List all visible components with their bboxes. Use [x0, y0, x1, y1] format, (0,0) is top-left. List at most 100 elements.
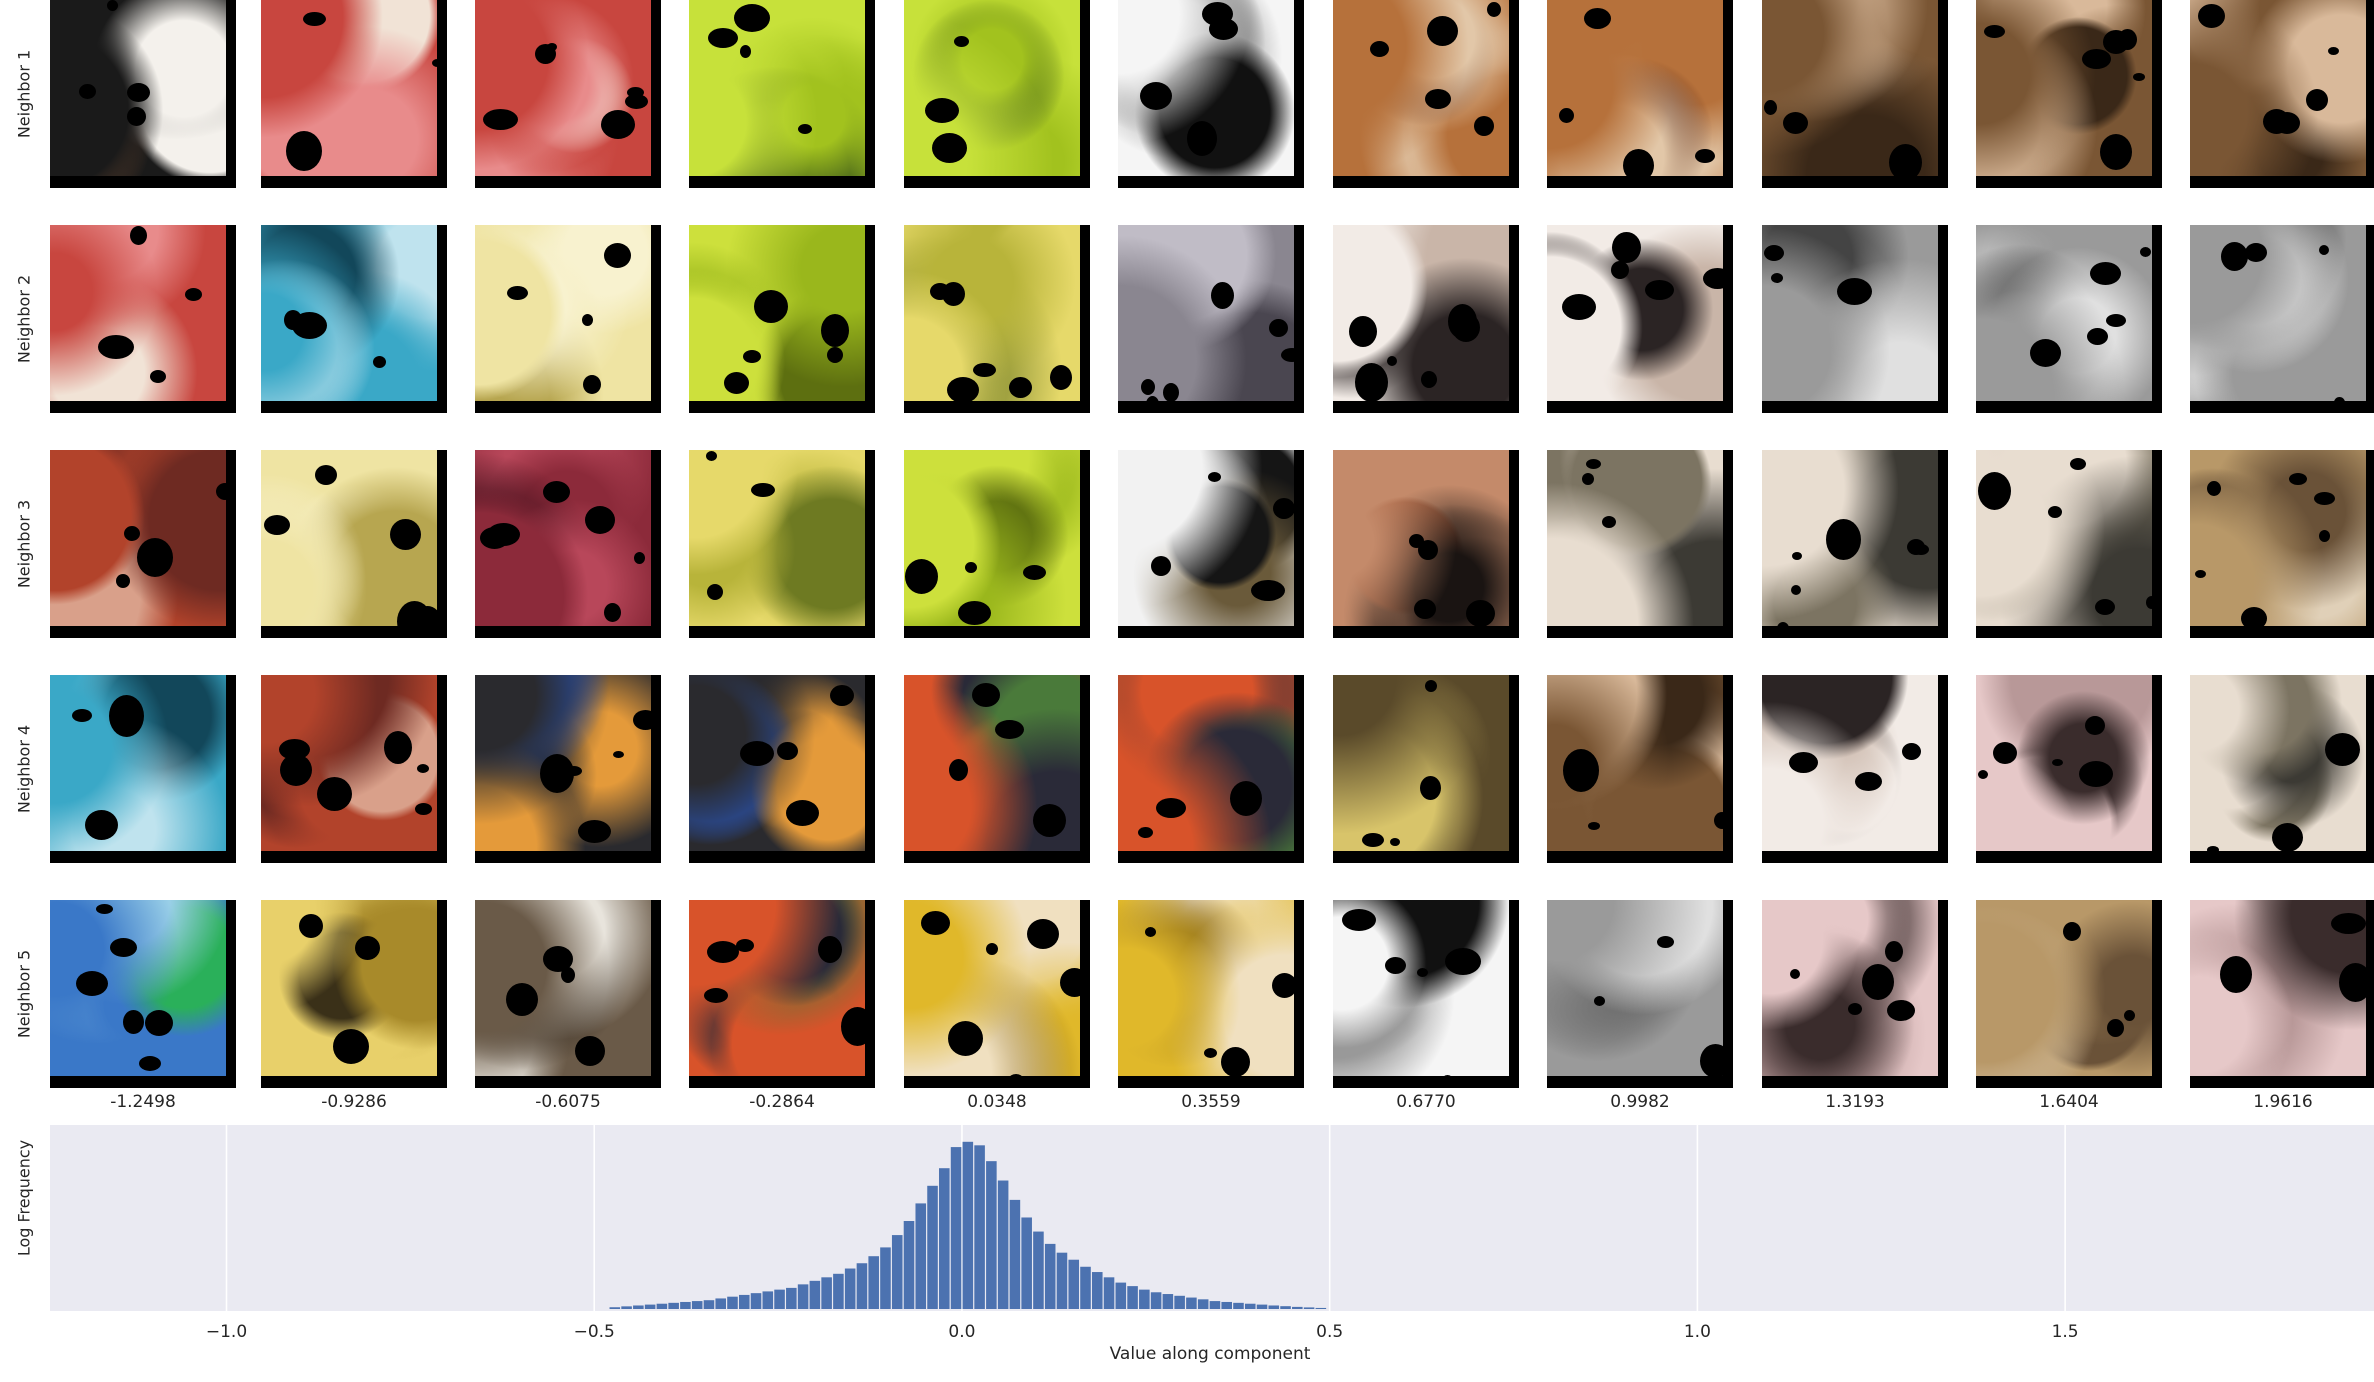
mask-patch — [1771, 273, 1783, 283]
mask-patch — [1281, 348, 1303, 362]
histogram-bar — [1139, 1289, 1150, 1309]
histogram-bar — [1091, 1272, 1103, 1309]
neighbor-image-colorful-fabric — [689, 900, 875, 1088]
histogram-bar — [1292, 1306, 1303, 1309]
mask-patch — [1594, 996, 1605, 1006]
image-content — [1762, 450, 1938, 626]
image-content — [1118, 675, 1294, 851]
histogram-bar — [1068, 1259, 1080, 1309]
histogram-bar — [950, 1147, 962, 1309]
histogram-bar — [762, 1291, 774, 1309]
mask-patch — [96, 904, 113, 914]
image-content — [261, 225, 437, 401]
image-content — [261, 900, 437, 1076]
mask-patch — [1978, 472, 2011, 510]
mask-patch — [1187, 121, 1217, 156]
neighbor-image-brindle-dog — [1976, 0, 2162, 188]
mask-patch — [2325, 733, 2360, 766]
mask-patch — [1362, 833, 1384, 847]
histogram-bar — [656, 1303, 668, 1309]
mask-patch — [1370, 41, 1389, 57]
image-content — [1547, 675, 1723, 851]
mask-patch — [1612, 232, 1641, 263]
neighbor-image-terrier — [2190, 450, 2374, 638]
mask-patch — [150, 370, 166, 383]
mask-patch — [1445, 948, 1481, 975]
histogram-bar — [668, 1302, 679, 1309]
mask-patch — [124, 526, 140, 541]
mask-patch — [2100, 134, 2132, 170]
mask-patch — [1442, 1075, 1453, 1084]
mask-patch — [2079, 761, 2113, 787]
mask-patch — [921, 911, 950, 935]
mask-patch — [1421, 371, 1437, 388]
mask-patch — [1826, 519, 1861, 560]
column-value-label: 0.0348 — [967, 1092, 1027, 1112]
mask-patch — [1138, 827, 1153, 838]
neighbor-image-bananas-close — [261, 900, 447, 1088]
mask-patch — [116, 574, 130, 588]
neighbor-image-pink-spider — [2190, 900, 2374, 1088]
mask-patch — [972, 683, 1000, 707]
histogram-bar — [962, 1141, 974, 1309]
mask-patch — [185, 288, 202, 301]
image-content — [904, 450, 1080, 626]
mask-patch — [216, 483, 234, 500]
neighbor-image-bananas — [689, 450, 875, 638]
mask-patch — [279, 739, 310, 760]
mask-patch — [1269, 319, 1288, 337]
mask-patch — [507, 286, 528, 300]
mask-patch — [2146, 596, 2157, 609]
mask-patch — [1703, 268, 1732, 289]
image-content — [1547, 450, 1723, 626]
mask-patch — [633, 710, 658, 730]
mask-patch — [1050, 365, 1072, 390]
mask-patch — [740, 741, 774, 766]
mask-patch — [85, 810, 118, 840]
mask-patch — [2220, 956, 2252, 993]
mask-patch — [2207, 481, 2221, 496]
row-label: Neighbor 5 — [14, 949, 34, 1039]
mask-patch — [1221, 1047, 1250, 1077]
mask-patch — [958, 601, 991, 625]
column-value-label: 0.9982 — [1610, 1092, 1670, 1112]
mask-patch — [1452, 313, 1480, 342]
histogram-bar — [1033, 1231, 1044, 1309]
mask-patch — [1855, 772, 1882, 791]
histogram-bar — [1280, 1306, 1291, 1309]
histogram-bar — [1233, 1302, 1244, 1309]
mask-patch — [333, 1029, 369, 1064]
mask-patch — [2124, 1010, 2135, 1021]
neighbor-image-red-socks — [50, 225, 236, 413]
neighbor-image-yellow-pineapple — [261, 450, 447, 638]
mask-patch — [736, 939, 754, 952]
image-content — [1333, 0, 1509, 176]
mask-patch — [830, 685, 854, 706]
image-content — [1118, 450, 1294, 626]
neighbor-image-red-lobster — [261, 675, 447, 863]
column-value-label: 0.6770 — [1396, 1092, 1456, 1112]
neighbor-image-box-turtle — [1333, 675, 1519, 863]
mask-patch — [127, 83, 150, 102]
mask-patch — [1993, 742, 2017, 764]
mask-patch — [578, 820, 611, 843]
mask-patch — [2198, 4, 2225, 28]
mask-patch — [734, 4, 770, 32]
image-content — [1333, 675, 1509, 851]
neighbor-image-pink-spider — [1976, 675, 2162, 863]
mask-patch — [1141, 379, 1155, 395]
mask-patch — [973, 363, 996, 377]
mask-patch — [1487, 2, 1501, 17]
x-tick-label: 0.0 — [948, 1322, 976, 1342]
mask-patch — [841, 1007, 874, 1046]
mask-patch — [2030, 339, 2061, 367]
histogram-bar — [868, 1256, 879, 1309]
histogram-bar — [939, 1168, 950, 1309]
neighbor-image-brindle-dog — [1547, 675, 1733, 863]
mask-patch — [2319, 245, 2329, 255]
mask-patch — [2314, 492, 2335, 505]
mask-patch — [1272, 973, 1297, 998]
histogram-panel — [50, 1125, 2374, 1311]
mask-patch — [1764, 245, 1784, 261]
